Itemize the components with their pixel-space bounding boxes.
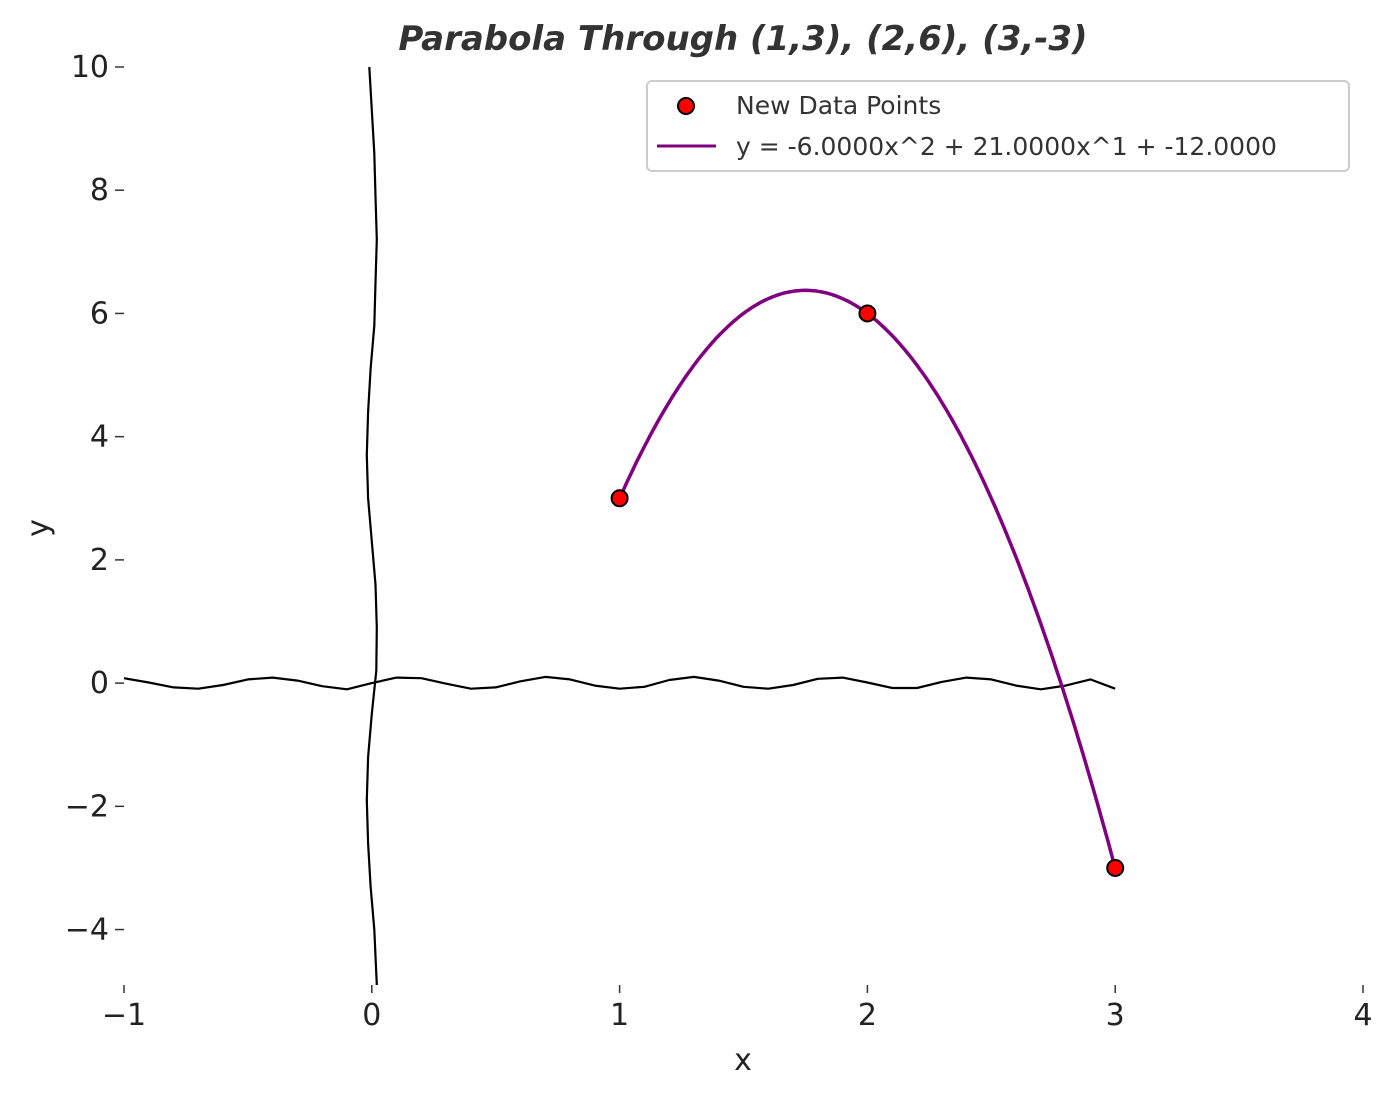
- horizontal-wave-line: [123, 675, 1116, 691]
- fit-curve-layer: [618, 288, 1117, 869]
- fit-curve: [618, 288, 1117, 869]
- scatter-layer: [610, 304, 1125, 877]
- x-axis-label: x: [734, 1043, 752, 1078]
- data-point: [610, 489, 629, 508]
- y-tick-label: 6: [90, 296, 109, 331]
- data-point: [1106, 858, 1125, 877]
- x-tick-label: 4: [1353, 998, 1372, 1033]
- vertical-wave-line: [365, 66, 378, 986]
- x-tick-label: 1: [610, 998, 629, 1033]
- y-tick-label: 4: [90, 420, 109, 455]
- y-tick-label: 0: [90, 666, 109, 701]
- x-tick-label: −1: [102, 998, 146, 1033]
- x-axis: −1 0 1 2 3 4: [102, 985, 1373, 1033]
- y-tick-label: −4: [65, 913, 109, 948]
- x-tick-label: 3: [1106, 998, 1125, 1033]
- y-axis-label: y: [21, 519, 56, 537]
- x-tick-label: 0: [362, 998, 381, 1033]
- legend-marker-data-points: [677, 97, 695, 115]
- chart-title: Parabola Through (1,3), (2,6), (3,-3): [398, 19, 1087, 59]
- y-tick-label: −2: [65, 789, 109, 824]
- legend-label-fit-line: y = -6.0000x^2 + 21.0000x^1 + -12.0000: [736, 132, 1277, 161]
- plot-area: [123, 66, 1125, 986]
- data-point: [858, 304, 877, 323]
- legend-label-data-points: New Data Points: [736, 91, 941, 120]
- y-tick-label: 2: [90, 543, 109, 578]
- x-tick-label: 2: [858, 998, 877, 1033]
- wave-lines: [123, 66, 1116, 986]
- y-tick-label: 10: [71, 50, 109, 85]
- legend-box: [646, 80, 1350, 172]
- y-tick-label: 8: [90, 173, 109, 208]
- y-axis: −4 −2 0 2 4 6 8 10: [65, 50, 124, 948]
- legend: New Data Points y = -6.0000x^2 + 21.0000…: [646, 80, 1350, 172]
